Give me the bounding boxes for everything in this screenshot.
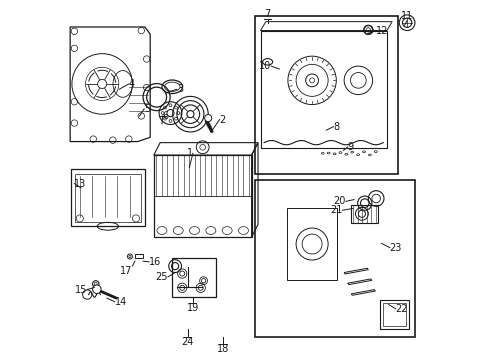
Bar (260, 31, 386, 148)
Text: 18: 18 (217, 344, 229, 354)
Text: 5: 5 (144, 104, 150, 114)
Text: 16: 16 (149, 257, 161, 267)
Text: 21: 21 (329, 205, 342, 215)
Bar (255, 180, 414, 337)
Text: 23: 23 (389, 243, 401, 253)
Bar (379, 300, 408, 329)
Text: 13: 13 (74, 179, 86, 189)
Bar (382, 303, 405, 326)
Text: 14: 14 (114, 297, 126, 307)
Circle shape (177, 101, 203, 128)
Text: 12: 12 (375, 26, 388, 36)
Bar (286, 208, 336, 280)
Circle shape (92, 285, 101, 293)
Bar (350, 205, 377, 224)
Bar (71, 169, 144, 226)
Circle shape (360, 199, 368, 207)
Text: 15: 15 (75, 285, 87, 294)
Text: 24: 24 (181, 337, 193, 347)
Text: 25: 25 (155, 272, 168, 282)
Bar (135, 254, 143, 258)
Text: 4: 4 (129, 79, 135, 89)
Text: 22: 22 (395, 304, 407, 314)
Circle shape (201, 279, 205, 283)
Text: 2: 2 (219, 114, 225, 125)
Circle shape (146, 87, 166, 107)
Circle shape (358, 210, 365, 217)
Circle shape (402, 18, 411, 27)
Text: 1: 1 (186, 148, 192, 158)
Text: 11: 11 (400, 10, 412, 21)
Circle shape (186, 111, 194, 118)
Circle shape (198, 285, 203, 290)
Circle shape (204, 114, 211, 122)
Text: 19: 19 (186, 303, 199, 313)
Circle shape (180, 271, 184, 276)
Text: 6: 6 (163, 111, 168, 121)
Text: 8: 8 (333, 122, 339, 132)
Text: 10: 10 (259, 61, 271, 71)
Text: 3: 3 (177, 84, 183, 94)
Bar (255, 16, 397, 174)
Bar (171, 258, 216, 297)
Bar (75, 174, 141, 222)
Circle shape (171, 262, 178, 270)
Text: 9: 9 (347, 142, 353, 152)
Circle shape (180, 285, 184, 290)
Text: 7: 7 (264, 9, 270, 19)
Bar (153, 155, 251, 237)
Text: 17: 17 (120, 266, 132, 276)
Text: 20: 20 (333, 196, 345, 206)
